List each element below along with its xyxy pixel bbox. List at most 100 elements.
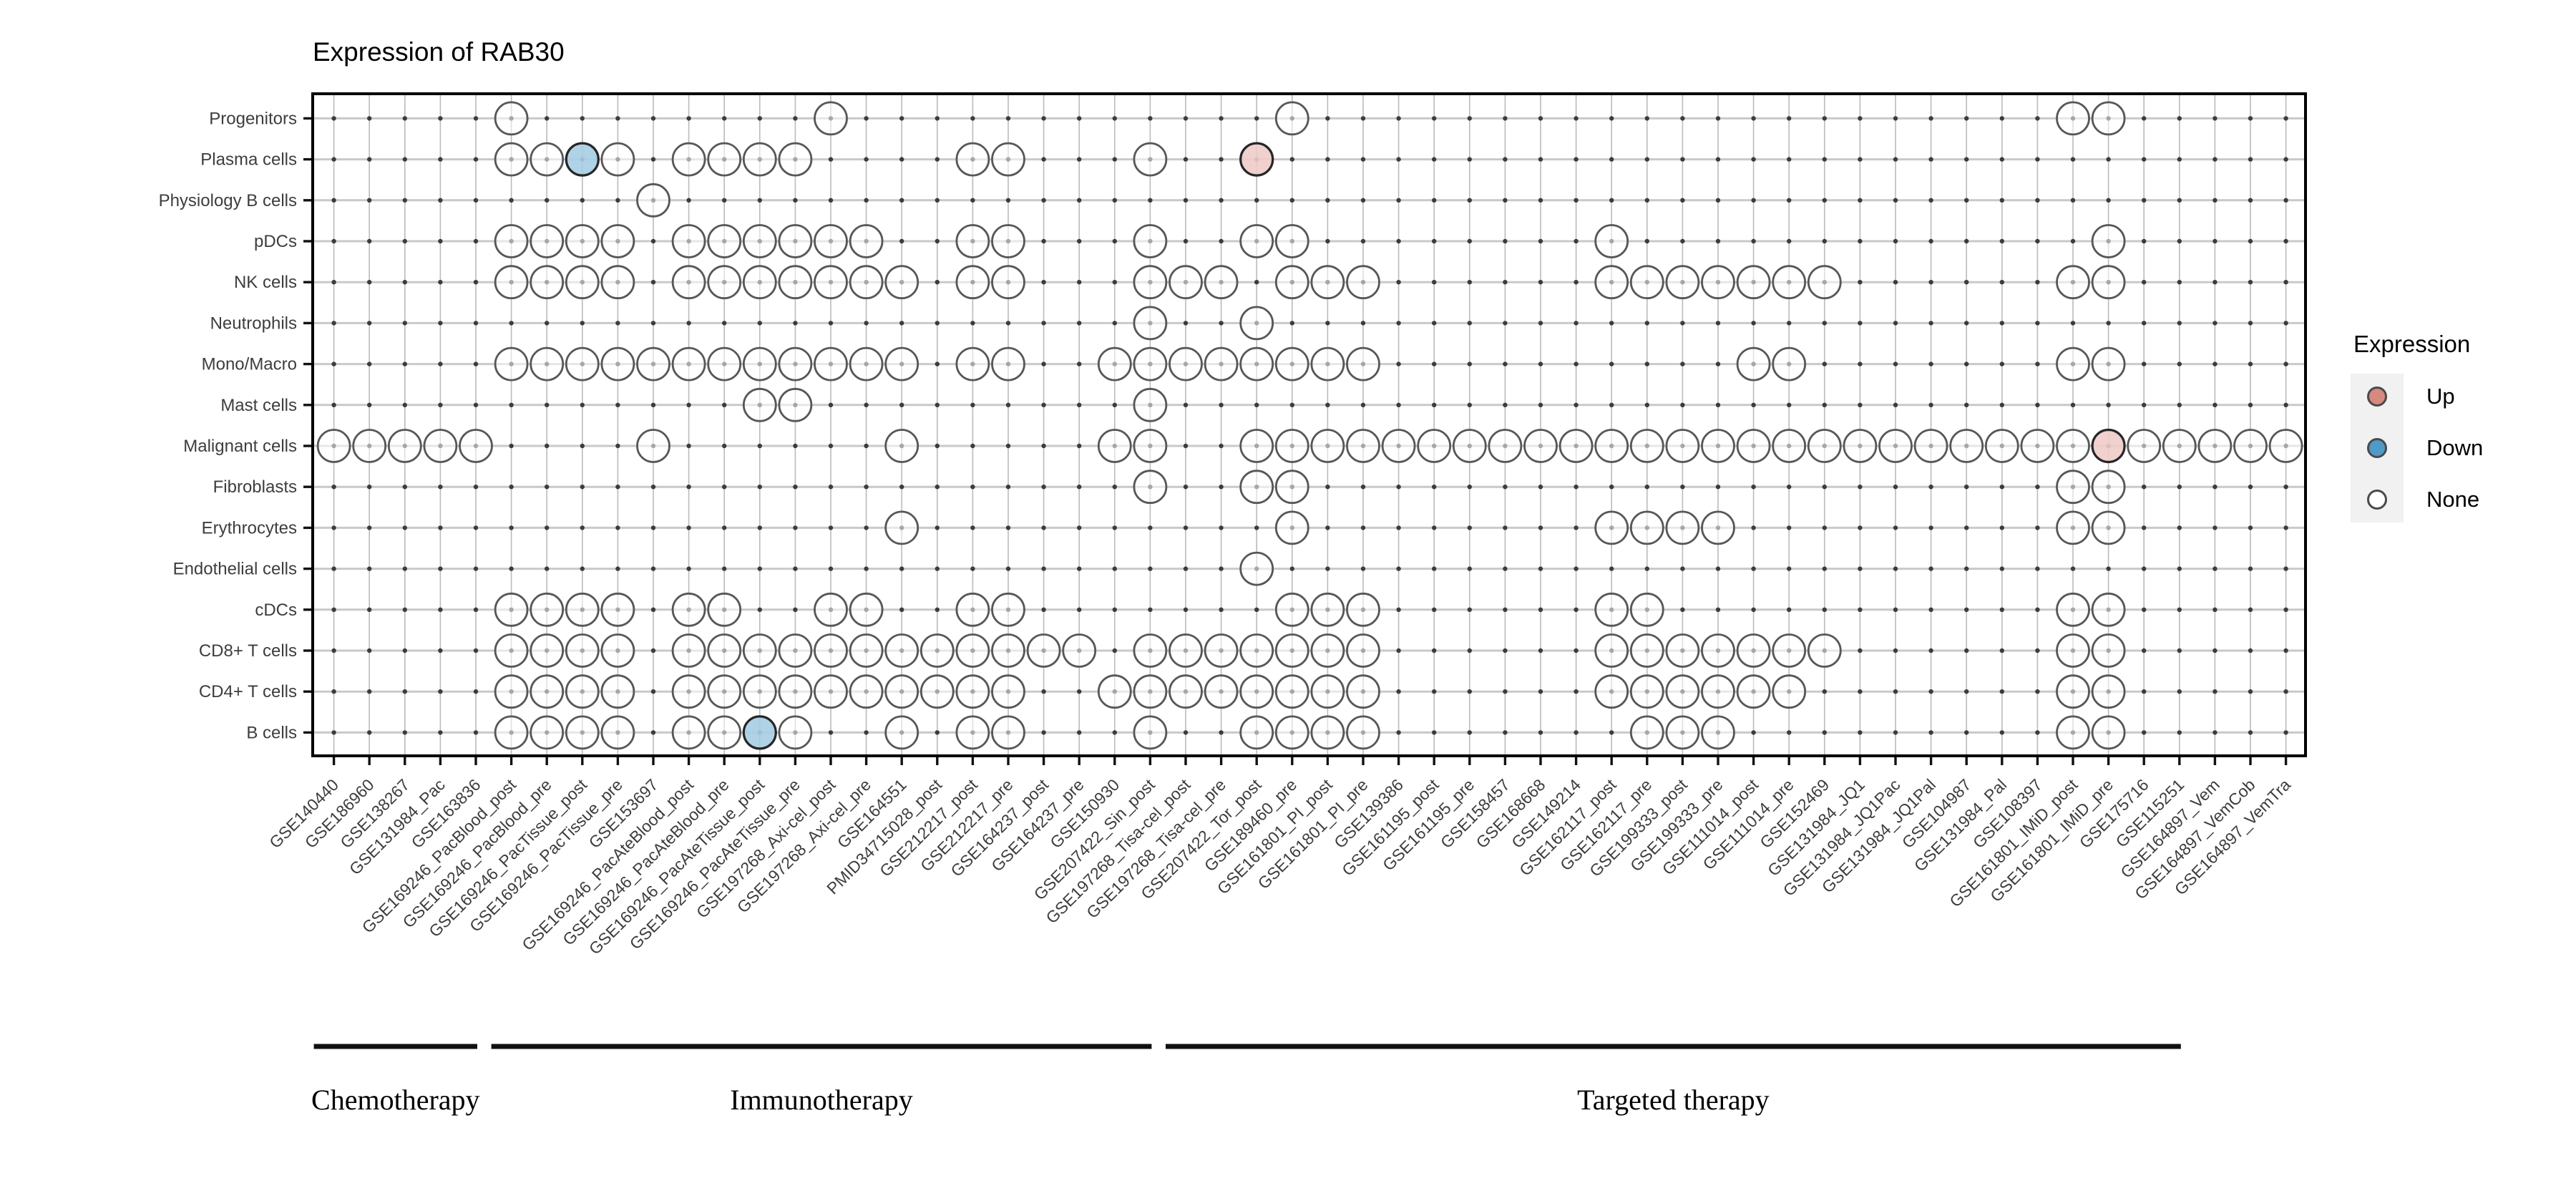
- expression-dot-none: [884, 674, 919, 709]
- grid-dot: [1964, 361, 1969, 366]
- grid-dot: [2035, 648, 2040, 653]
- grid-dot: [1041, 198, 1046, 203]
- grid-dot: [1077, 607, 1082, 612]
- grid-dot: [1432, 607, 1437, 612]
- grid-dot: [1219, 198, 1224, 203]
- expression-dot-none: [707, 224, 742, 258]
- expression-dot-none: [1274, 346, 1309, 381]
- grid-dot: [1503, 607, 1508, 612]
- grid-dot: [864, 321, 869, 326]
- grid-dot: [828, 525, 834, 530]
- grid-dot: [650, 525, 656, 530]
- grid-dot: [367, 238, 372, 244]
- expression-dot-none: [1133, 142, 1168, 177]
- expression-dot-none: [600, 715, 635, 750]
- grid-dot: [1751, 525, 1756, 530]
- grid-dot: [1360, 198, 1366, 203]
- grid-dot: [2106, 157, 2111, 162]
- grid-dot: [1858, 321, 1863, 326]
- grid-dot: [1858, 361, 1863, 366]
- grid-dot: [580, 198, 585, 203]
- grid-dot: [2283, 689, 2288, 694]
- grid-dot: [722, 198, 727, 203]
- grid-dot: [402, 198, 407, 203]
- grid-dot: [1822, 198, 1827, 203]
- grid-dot: [1112, 280, 1118, 285]
- expression-dot-none: [814, 346, 848, 381]
- expression-dot-none: [1097, 346, 1132, 381]
- grid-dot: [1787, 198, 1792, 203]
- grid-dot: [1289, 402, 1295, 407]
- grid-dot: [1928, 689, 1933, 694]
- grid-dot: [1893, 280, 1898, 285]
- expression-dot-none: [1736, 265, 1771, 300]
- grid-dot: [1999, 280, 2004, 285]
- grid-dot: [2142, 198, 2147, 203]
- expression-dot-none: [1736, 674, 1771, 709]
- grid-dot: [757, 443, 763, 449]
- grid-dot: [1538, 402, 1543, 407]
- grid-dot: [2177, 730, 2182, 735]
- grid-dot: [864, 157, 869, 162]
- grid-dot: [1858, 485, 1863, 490]
- grid-dot: [686, 116, 691, 121]
- expression-dot-none: [1310, 715, 1345, 750]
- grid-dot: [1183, 116, 1189, 121]
- grid-dot: [1503, 238, 1508, 244]
- expression-dot-none: [884, 429, 919, 463]
- grid-dot: [793, 485, 798, 490]
- grid-dot: [1964, 566, 1969, 571]
- grid-dot: [864, 485, 869, 490]
- grid-dot: [2248, 238, 2253, 244]
- grid-dot: [2070, 198, 2076, 203]
- grid-dot: [1396, 648, 1401, 653]
- grid-dot: [2212, 485, 2218, 490]
- grid-dot: [1787, 238, 1792, 244]
- expression-dot-none: [1346, 633, 1380, 668]
- grid-dot: [1893, 198, 1898, 203]
- grid-dot: [331, 198, 336, 203]
- grid-dot: [2283, 402, 2288, 407]
- grid-dot: [2035, 116, 2040, 121]
- y-axis-label: pDCs: [254, 232, 297, 251]
- y-axis-label: CD4+ T cells: [199, 682, 297, 701]
- expression-dot-none: [494, 715, 529, 750]
- grid-dot: [650, 238, 656, 244]
- grid-dot: [1183, 238, 1189, 244]
- expression-dot-none: [1310, 429, 1345, 463]
- grid-dot: [1538, 321, 1543, 326]
- expression-dot-none: [636, 429, 670, 463]
- grid-dot: [2283, 525, 2288, 530]
- grid-dot: [331, 648, 336, 653]
- grid-dot: [1822, 402, 1827, 407]
- expression-dot-none: [1062, 633, 1097, 668]
- grid-dot: [1112, 730, 1118, 735]
- grid-dot: [1396, 321, 1401, 326]
- expression-dot-none: [919, 633, 955, 668]
- grid-dot: [1964, 198, 1969, 203]
- grid-dot: [2177, 689, 2182, 694]
- grid-dot: [793, 525, 798, 530]
- grid-dot: [1432, 321, 1437, 326]
- expression-dot-none: [1274, 224, 1309, 258]
- grid-dot: [509, 485, 514, 490]
- grid-dot: [1041, 402, 1046, 407]
- grid-dot: [1148, 607, 1153, 612]
- grid-dot: [1574, 361, 1579, 366]
- grid-dot: [1360, 116, 1366, 121]
- grid-dot: [1432, 402, 1437, 407]
- grid-dot: [1041, 321, 1046, 326]
- expression-dot-none: [1736, 429, 1771, 463]
- grid-dot: [1787, 116, 1792, 121]
- expression-dot-none: [600, 224, 635, 258]
- expression-dot-none: [2091, 715, 2126, 750]
- grid-dot: [473, 730, 479, 735]
- grid-dot: [1005, 525, 1011, 530]
- grid-dot: [2212, 607, 2218, 612]
- grid-dot: [935, 525, 940, 530]
- expression-dot-none: [1346, 715, 1380, 750]
- grid-dot: [1041, 485, 1046, 490]
- expression-dot-none: [1452, 429, 1487, 463]
- grid-dot: [1609, 566, 1614, 571]
- grid-dot: [2070, 238, 2076, 244]
